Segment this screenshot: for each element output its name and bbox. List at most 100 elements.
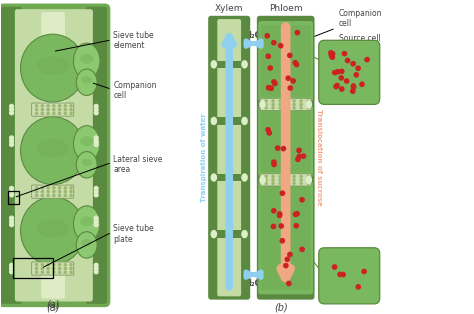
Ellipse shape bbox=[76, 152, 97, 178]
Circle shape bbox=[36, 191, 37, 193]
Circle shape bbox=[340, 87, 344, 91]
Circle shape bbox=[286, 107, 288, 109]
Circle shape bbox=[265, 182, 267, 184]
Circle shape bbox=[336, 70, 340, 74]
Circle shape bbox=[94, 190, 98, 193]
Circle shape bbox=[356, 66, 360, 70]
Ellipse shape bbox=[241, 117, 248, 125]
Circle shape bbox=[94, 219, 98, 223]
Circle shape bbox=[53, 268, 55, 269]
Circle shape bbox=[273, 81, 277, 86]
Circle shape bbox=[58, 268, 61, 269]
Circle shape bbox=[307, 107, 309, 109]
Circle shape bbox=[351, 62, 355, 66]
Circle shape bbox=[272, 179, 274, 181]
Circle shape bbox=[340, 69, 344, 73]
Circle shape bbox=[36, 268, 37, 269]
Circle shape bbox=[94, 108, 98, 111]
Circle shape bbox=[47, 191, 49, 193]
Text: Companion
cell: Companion cell bbox=[113, 81, 157, 100]
FancyBboxPatch shape bbox=[319, 40, 380, 105]
Circle shape bbox=[53, 271, 55, 273]
Circle shape bbox=[41, 187, 44, 189]
Text: Sieve tube
plate: Sieve tube plate bbox=[113, 225, 154, 244]
Circle shape bbox=[297, 154, 301, 159]
Ellipse shape bbox=[73, 206, 100, 242]
Ellipse shape bbox=[82, 239, 92, 246]
Circle shape bbox=[291, 79, 295, 83]
Circle shape bbox=[277, 214, 282, 218]
Circle shape bbox=[70, 109, 72, 111]
Circle shape bbox=[265, 107, 267, 109]
Circle shape bbox=[94, 263, 98, 267]
Circle shape bbox=[268, 66, 273, 70]
Ellipse shape bbox=[259, 176, 266, 184]
Circle shape bbox=[280, 239, 284, 243]
Circle shape bbox=[94, 267, 98, 270]
Circle shape bbox=[334, 84, 338, 89]
Circle shape bbox=[64, 194, 66, 197]
Circle shape bbox=[47, 194, 49, 197]
Circle shape bbox=[342, 51, 346, 56]
Bar bbox=[211, 230, 247, 238]
Circle shape bbox=[58, 191, 61, 193]
Ellipse shape bbox=[210, 60, 217, 68]
Circle shape bbox=[279, 100, 281, 102]
Circle shape bbox=[9, 216, 13, 220]
Ellipse shape bbox=[306, 176, 312, 184]
FancyBboxPatch shape bbox=[258, 20, 314, 102]
Ellipse shape bbox=[210, 117, 217, 125]
Circle shape bbox=[70, 105, 72, 107]
Circle shape bbox=[53, 109, 55, 111]
Circle shape bbox=[286, 103, 288, 106]
Text: (b): (b) bbox=[274, 302, 288, 312]
Text: Xylem: Xylem bbox=[215, 4, 244, 13]
Text: Source cell
(leaf): Source cell (leaf) bbox=[338, 34, 380, 59]
Ellipse shape bbox=[20, 34, 85, 102]
Text: Companion
cell: Companion cell bbox=[314, 9, 382, 36]
Circle shape bbox=[296, 157, 300, 161]
Circle shape bbox=[53, 105, 55, 107]
Circle shape bbox=[36, 194, 37, 197]
Circle shape bbox=[266, 86, 271, 90]
Circle shape bbox=[365, 57, 369, 62]
Circle shape bbox=[356, 285, 360, 289]
Circle shape bbox=[265, 103, 267, 106]
Circle shape bbox=[58, 194, 61, 197]
Circle shape bbox=[275, 146, 280, 150]
Circle shape bbox=[272, 80, 276, 84]
Circle shape bbox=[339, 76, 344, 80]
Circle shape bbox=[293, 107, 295, 109]
Circle shape bbox=[329, 51, 333, 55]
Circle shape bbox=[271, 224, 275, 229]
Ellipse shape bbox=[20, 197, 85, 265]
Circle shape bbox=[9, 139, 13, 143]
Circle shape bbox=[70, 187, 72, 189]
FancyBboxPatch shape bbox=[258, 106, 314, 177]
Ellipse shape bbox=[241, 173, 248, 182]
FancyBboxPatch shape bbox=[261, 25, 311, 97]
Circle shape bbox=[265, 179, 267, 181]
Circle shape bbox=[301, 154, 306, 158]
Text: Sink cell
(root): Sink cell (root) bbox=[338, 254, 371, 273]
Circle shape bbox=[64, 271, 66, 273]
Text: H₂O: H₂O bbox=[245, 279, 262, 288]
Circle shape bbox=[265, 100, 267, 102]
Circle shape bbox=[9, 136, 13, 140]
Circle shape bbox=[360, 82, 364, 86]
Circle shape bbox=[294, 224, 299, 228]
Circle shape bbox=[53, 187, 55, 189]
Text: Transpiration of water: Transpiration of water bbox=[201, 113, 207, 202]
FancyBboxPatch shape bbox=[32, 103, 74, 116]
Circle shape bbox=[295, 212, 299, 216]
Circle shape bbox=[36, 271, 37, 273]
Circle shape bbox=[58, 109, 61, 111]
Circle shape bbox=[94, 223, 98, 226]
Ellipse shape bbox=[210, 173, 217, 182]
Circle shape bbox=[272, 100, 274, 102]
Bar bbox=[211, 61, 247, 68]
Circle shape bbox=[41, 264, 44, 266]
Text: H₂O: H₂O bbox=[245, 30, 262, 40]
Circle shape bbox=[9, 219, 13, 223]
Circle shape bbox=[58, 105, 61, 107]
